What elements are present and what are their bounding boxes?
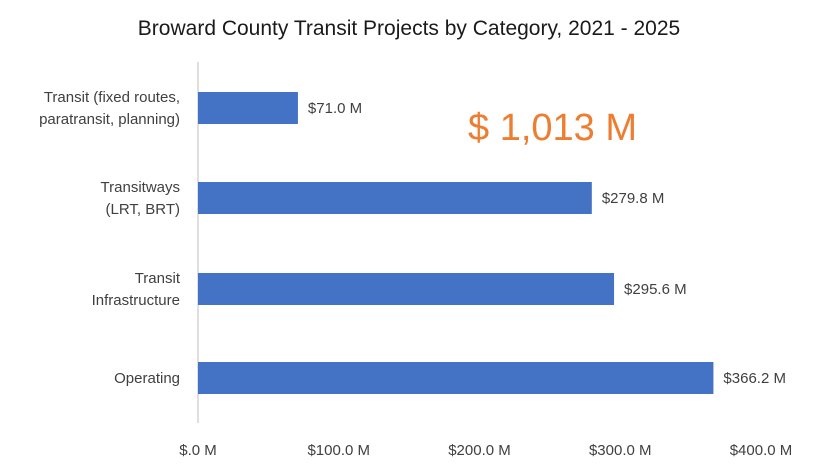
x-tick-label: $300.0 M (589, 442, 652, 459)
data-label: $295.6 M (624, 281, 687, 298)
bar (198, 273, 615, 305)
category-label: paratransit, planning) (39, 111, 180, 128)
total-annotation: $ 1,013 M (468, 107, 637, 149)
chart-title: Broward County Transit Projects by Categ… (138, 17, 680, 40)
bar (198, 362, 714, 394)
data-label: $279.8 M (602, 190, 665, 207)
axis-layer: $.0 M $100.0 M $200.0 M $300.0 M $400.0 M (179, 62, 792, 459)
data-label: $71.0 M (308, 100, 362, 117)
x-tick-label: $.0 M (179, 442, 217, 459)
category-label: Transitways (101, 179, 180, 196)
category-label: Infrastructure (92, 292, 180, 309)
x-tick-label: $100.0 M (307, 442, 370, 459)
x-tick-label: $400.0 M (730, 442, 793, 459)
labels-layer: $71.0 M Transit (fixed routes, paratransit… (39, 89, 786, 387)
bar (198, 182, 592, 214)
data-label: $366.2 M (723, 370, 786, 387)
category-label: Transit (135, 270, 181, 287)
x-tick-label: $200.0 M (448, 442, 511, 459)
bar (198, 92, 298, 124)
category-label: (LRT, BRT) (106, 201, 180, 218)
category-label: Operating (114, 370, 180, 387)
category-label: Transit (fixed routes, (44, 89, 180, 106)
bars-layer (198, 92, 714, 394)
